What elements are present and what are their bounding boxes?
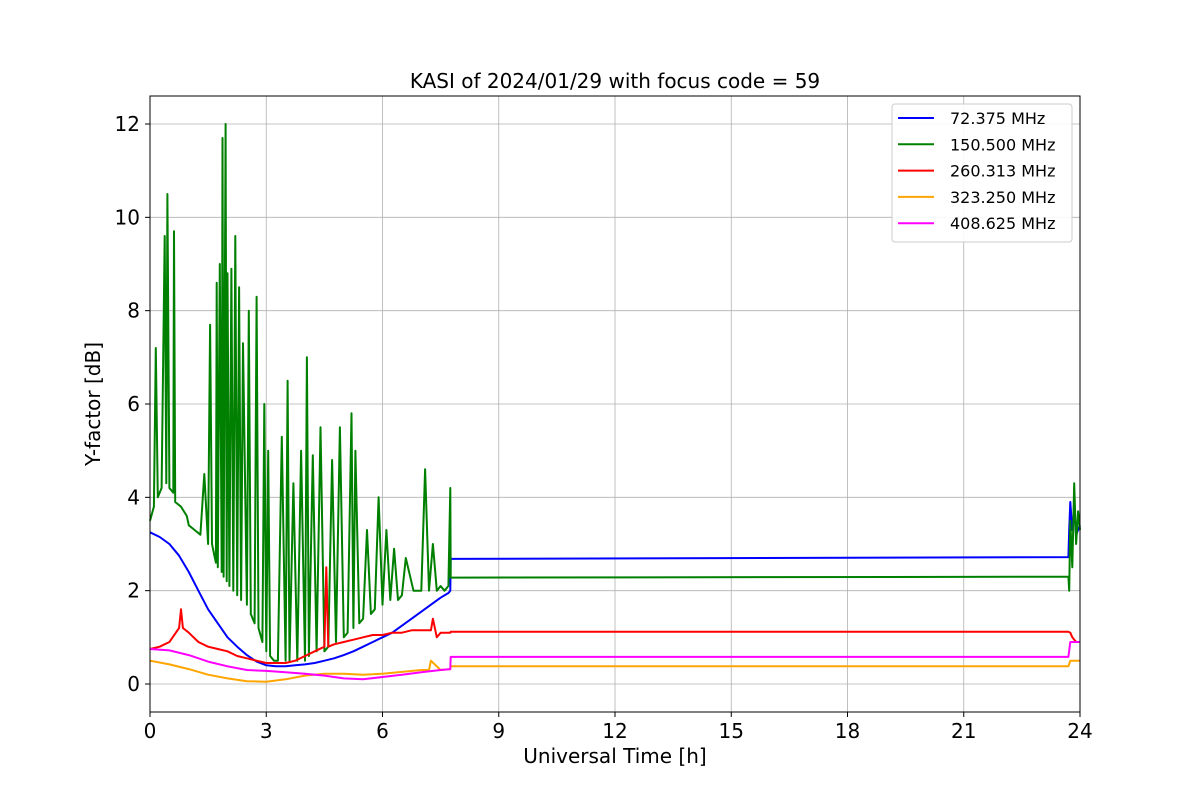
y-tick-label: 0 (127, 672, 140, 696)
series-line (149, 123, 1081, 662)
legend-label: 323.250 MHz (950, 188, 1055, 207)
x-tick-label: 21 (951, 719, 976, 743)
x-ticks: 0 3 6 9 12 15 18 21 24 (144, 712, 1093, 743)
x-tick-label: 6 (376, 719, 389, 743)
x-tick-label: 24 (1067, 719, 1092, 743)
y-axis-label: Y-factor [dB] (81, 342, 105, 467)
x-axis-label: Universal Time [h] (523, 744, 706, 768)
y-tick-label: 12 (115, 112, 140, 136)
series-line (149, 566, 1080, 664)
x-tick-label: 12 (602, 719, 627, 743)
series-line (149, 501, 1081, 668)
y-ticks: 0 2 4 6 8 10 12 (115, 112, 150, 696)
x-tick-label: 9 (492, 719, 505, 743)
x-tick-label: 3 (260, 719, 273, 743)
legend-label: 260.313 MHz (950, 162, 1055, 181)
x-tick-label: 0 (144, 719, 157, 743)
y-tick-label: 6 (127, 392, 140, 416)
series-lines (149, 123, 1081, 683)
legend-label: 72.375 MHz (950, 109, 1045, 128)
legend-label: 408.625 MHz (950, 214, 1055, 233)
legend-entries: 72.375 MHz 150.500 MHz 260.313 MHz 323.250 … (898, 109, 1055, 233)
legend-box (891, 103, 1073, 243)
chart-title: KASI of 2024/01/29 with focus code = 59 (410, 69, 820, 93)
x-tick-label: 18 (835, 719, 860, 743)
series-line (149, 641, 1080, 681)
y-tick-label: 8 (127, 299, 140, 323)
legend-label: 150.500 MHz (950, 135, 1055, 154)
y-tick-label: 4 (127, 485, 140, 509)
x-tick-label: 15 (719, 719, 744, 743)
y-tick-label: 10 (115, 205, 140, 229)
legend: 72.375 MHz 150.500 MHz 260.313 MHz 323.250 … (891, 103, 1073, 243)
y-tick-label: 2 (127, 579, 140, 603)
